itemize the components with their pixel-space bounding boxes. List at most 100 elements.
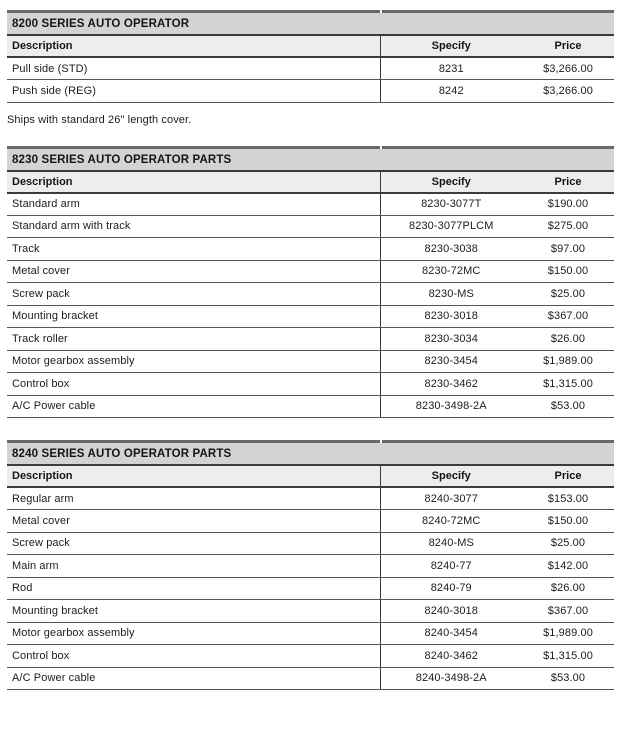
table-row: Screw pack 8230-MS $25.00 [7, 282, 614, 306]
cell-specify: 8240-72MC [379, 509, 522, 533]
cell-description: Regular arm [7, 487, 380, 510]
cell-price: $25.00 [522, 282, 614, 306]
cell-price: $153.00 [522, 487, 614, 510]
table-top-border [7, 145, 614, 149]
cell-specify: 8240-3077 [379, 487, 522, 510]
table-header-row: Description Specify Price [7, 171, 614, 194]
cell-price: $26.00 [522, 577, 614, 600]
column-header-description: Description [7, 171, 380, 194]
table-body: Pull side (STD) 8231 $3,266.00 Push side… [7, 57, 614, 103]
cell-description: Pull side (STD) [7, 57, 380, 80]
cell-specify: 8240-3018 [379, 599, 522, 623]
parts-table: Description Specify Price Regular arm 82… [7, 466, 614, 690]
table-top-border [7, 440, 614, 443]
top-border-notch [380, 10, 382, 13]
cell-description: Track roller [7, 327, 380, 351]
price-list-page: 8200 SERIES AUTO OPERATOR Description Sp… [7, 10, 614, 690]
column-header-description: Description [7, 466, 380, 488]
cell-description: Screw pack [7, 532, 380, 555]
cell-price: $97.00 [522, 237, 614, 261]
cell-specify: 8230-3038 [379, 237, 522, 261]
shipping-note: Ships with standard 26" length cover. [7, 113, 192, 126]
cell-price: $1,315.00 [522, 372, 614, 396]
cell-price: $1,989.00 [522, 622, 614, 645]
table-row: Motor gearbox assembly 8230-3454 $1,989.… [7, 350, 614, 373]
table-row: Mounting bracket 8230-3018 $367.00 [7, 305, 614, 328]
table-row: Track 8230-3038 $97.00 [7, 237, 614, 261]
cell-specify: 8230-3077PLCM [379, 215, 522, 238]
cell-specify: 8230-3462 [379, 372, 522, 396]
table-row: Metal cover 8230-72MC $150.00 [7, 260, 614, 283]
table-row: A/C Power cable 8240-3498-2A $53.00 [7, 667, 614, 690]
cell-description: Standard arm [7, 192, 380, 216]
table-row: Standard arm with track 8230-3077PLCM $2… [7, 215, 614, 238]
cell-specify: 8230-3077T [379, 192, 522, 216]
cell-specify: 8230-3454 [379, 350, 522, 373]
cell-price: $142.00 [522, 554, 614, 578]
cell-specify: 8230-3498-2A [379, 395, 522, 418]
cell-price: $53.00 [522, 395, 614, 418]
table-row: Mounting bracket 8240-3018 $367.00 [7, 599, 614, 623]
cell-specify: 8231 [379, 57, 522, 80]
price-table-8230-parts: 8230 SERIES AUTO OPERATOR PARTS Descript… [7, 145, 614, 419]
table-title-8230: 8230 SERIES AUTO OPERATOR PARTS [7, 148, 614, 172]
cell-description: Metal cover [7, 260, 380, 283]
cell-description: Push side (REG) [7, 79, 380, 103]
cell-description: Rod [7, 577, 380, 600]
cell-description: Mounting bracket [7, 599, 380, 623]
table-row: Control box 8240-3462 $1,315.00 [7, 644, 614, 668]
cell-description: Control box [7, 644, 380, 668]
cell-specify: 8230-3034 [379, 327, 522, 351]
top-border-notch [380, 440, 382, 443]
cell-specify: 8240-79 [379, 577, 522, 600]
table-header-row: Description Specify Price [7, 466, 614, 488]
price-table-8240-parts: 8240 SERIES AUTO OPERATOR PARTS Descript… [7, 440, 614, 690]
cell-specify: 8240-3462 [379, 644, 522, 668]
table-row: Metal cover 8240-72MC $150.00 [7, 509, 614, 533]
table-header-row: Description Specify Price [7, 36, 614, 58]
cell-description: Main arm [7, 554, 380, 578]
table-title-8240: 8240 SERIES AUTO OPERATOR PARTS [7, 443, 614, 466]
parts-table: Description Specify Price Pull side (STD… [7, 36, 614, 103]
cell-price: $367.00 [522, 599, 614, 623]
cell-price: $150.00 [522, 260, 614, 283]
cell-price: $53.00 [522, 667, 614, 690]
cell-description: Mounting bracket [7, 305, 380, 328]
column-header-specify: Specify [379, 36, 522, 58]
column-header-description: Description [7, 36, 380, 58]
cell-specify: 8240-MS [379, 532, 522, 555]
cell-price: $190.00 [522, 192, 614, 216]
cell-description: Motor gearbox assembly [7, 622, 380, 645]
cell-description: Motor gearbox assembly [7, 350, 380, 373]
cell-description: Control box [7, 372, 380, 396]
cell-specify: 8240-3498-2A [379, 667, 522, 690]
cell-price: $1,315.00 [522, 644, 614, 668]
cell-specify: 8240-3454 [379, 622, 522, 645]
cell-specify: 8230-MS [379, 282, 522, 306]
table-row: Push side (REG) 8242 $3,266.00 [7, 79, 614, 103]
column-header-price: Price [522, 171, 614, 194]
cell-description: Standard arm with track [7, 215, 380, 238]
table-row: Regular arm 8240-3077 $153.00 [7, 487, 614, 510]
column-header-specify: Specify [379, 466, 522, 488]
cell-description: A/C Power cable [7, 395, 380, 418]
table-top-border [7, 10, 614, 13]
table-title-8200: 8200 SERIES AUTO OPERATOR [7, 13, 614, 36]
cell-price: $3,266.00 [522, 57, 614, 80]
top-border-notch [380, 145, 382, 149]
cell-description: A/C Power cable [7, 667, 380, 690]
table-row: Control box 8230-3462 $1,315.00 [7, 372, 614, 396]
cell-specify: 8242 [379, 79, 522, 103]
cell-specify: 8230-3018 [379, 305, 522, 328]
parts-table: Description Specify Price Standard arm 8… [7, 171, 614, 419]
cell-description: Track [7, 237, 380, 261]
cell-price: $3,266.00 [522, 79, 614, 103]
table-row: Motor gearbox assembly 8240-3454 $1,989.… [7, 622, 614, 645]
column-header-specify: Specify [379, 171, 522, 194]
table-row: Track roller 8230-3034 $26.00 [7, 327, 614, 351]
table-body: Standard arm 8230-3077T $190.00 Standard… [7, 192, 614, 418]
cell-price: $275.00 [522, 215, 614, 238]
table-body: Regular arm 8240-3077 $153.00 Metal cove… [7, 487, 614, 690]
table-row: A/C Power cable 8230-3498-2A $53.00 [7, 395, 614, 418]
table-row: Main arm 8240-77 $142.00 [7, 554, 614, 578]
